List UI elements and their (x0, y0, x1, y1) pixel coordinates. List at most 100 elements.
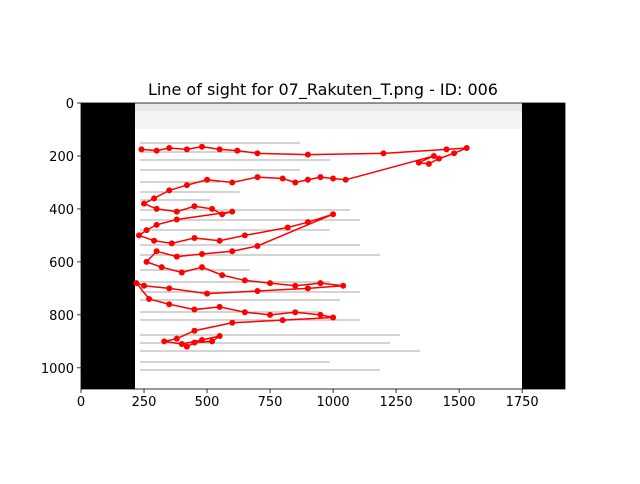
gaze-point (292, 282, 299, 289)
gaze-point (292, 179, 299, 186)
gaze-point (209, 338, 216, 345)
gaze-point (183, 182, 190, 189)
gaze-point (151, 195, 158, 202)
x-tick-label: 1250 (380, 395, 413, 410)
gaze-point (199, 337, 205, 344)
x-tick-label: 1750 (506, 395, 539, 410)
gaze-point (153, 147, 160, 154)
gaze-point (435, 155, 442, 162)
gaze-point (183, 343, 190, 350)
gaze-point (463, 145, 470, 152)
gaze-point (166, 301, 173, 308)
axes-frame (80, 102, 566, 390)
x-tick-label: 1000 (317, 395, 350, 410)
gaze-point (191, 339, 198, 346)
gaze-point (317, 174, 324, 181)
gaze-point (229, 208, 236, 215)
gaze-point (415, 159, 422, 166)
y-tick-label: 800 (49, 309, 74, 324)
gaze-point (191, 327, 198, 334)
gaze-point (199, 250, 205, 257)
gaze-point (330, 175, 337, 182)
gaze-point (304, 219, 311, 226)
gaze-point (254, 174, 261, 181)
gaze-point (216, 333, 223, 340)
gaze-point (153, 221, 160, 228)
gaze-point (451, 150, 458, 157)
x-tick-label: 250 (132, 395, 157, 410)
gaze-point (267, 311, 274, 318)
y-tick-label: 600 (49, 256, 74, 271)
gaze-point (173, 216, 180, 223)
gaze-point (141, 282, 148, 289)
gaze-point (191, 306, 198, 313)
gaze-point (241, 309, 248, 316)
gaze-point (173, 253, 180, 260)
gaze-point (138, 146, 145, 153)
gaze-point (254, 288, 261, 295)
gaze-point (204, 176, 211, 183)
gaze-point (219, 272, 226, 279)
gaze-point (219, 211, 226, 218)
gaze-point (279, 175, 286, 182)
gaze-point (173, 208, 180, 215)
gaze-point (143, 258, 150, 265)
gaze-point (183, 146, 190, 153)
y-tick-label: 200 (49, 150, 74, 165)
gaze-point (241, 277, 248, 284)
gaze-point (216, 303, 223, 310)
gaze-point (229, 248, 236, 255)
gaze-point (135, 232, 142, 239)
gaze-point (199, 264, 205, 271)
x-tick-label: 750 (258, 395, 283, 410)
gaze-point (199, 143, 205, 150)
gaze-point (166, 145, 173, 152)
gaze-point (284, 224, 291, 231)
gaze-point (342, 176, 349, 183)
y-tick-label: 0 (66, 97, 74, 112)
gaze-point (168, 240, 175, 247)
gaze-point (216, 237, 223, 244)
y-tick-label: 400 (49, 203, 74, 218)
gaze-point (234, 147, 241, 154)
gaze-point (229, 179, 236, 186)
gaze-point (191, 235, 198, 242)
gaze-point (216, 146, 223, 153)
image (81, 103, 565, 389)
gaze-point (204, 290, 211, 297)
gaze-point (317, 280, 324, 287)
gaze-point (267, 280, 274, 287)
gaze-point (153, 205, 160, 212)
gaze-point (443, 146, 450, 153)
gaze-point (304, 151, 311, 158)
gaze-point (151, 237, 158, 244)
screenshot (135, 103, 522, 389)
gaze-point (292, 309, 299, 316)
gaze-point (133, 280, 140, 287)
gaze-point (166, 285, 173, 292)
gaze-point (340, 282, 347, 289)
gaze-point (304, 176, 311, 183)
gaze-point (430, 152, 437, 159)
gaze-point (178, 340, 185, 347)
toolbar (135, 111, 522, 129)
gaze-point (191, 203, 198, 210)
gaze-point (304, 285, 311, 292)
gaze-point (241, 232, 248, 239)
gaze-point (178, 269, 185, 276)
gaze-point (279, 317, 286, 324)
gaze-point (330, 211, 337, 218)
gaze-point (173, 335, 180, 342)
gaze-point (380, 150, 387, 157)
gaze-point (141, 200, 148, 207)
gaze-point (166, 187, 173, 194)
gaze-point (330, 314, 337, 321)
gaze-point (425, 160, 432, 167)
gaze-point (158, 264, 165, 271)
x-tick-label: 1500 (443, 395, 476, 410)
gaze-point (209, 205, 216, 212)
text-lines (140, 142, 420, 371)
x-tick-label: 0 (77, 395, 85, 410)
window-bar (135, 103, 522, 111)
